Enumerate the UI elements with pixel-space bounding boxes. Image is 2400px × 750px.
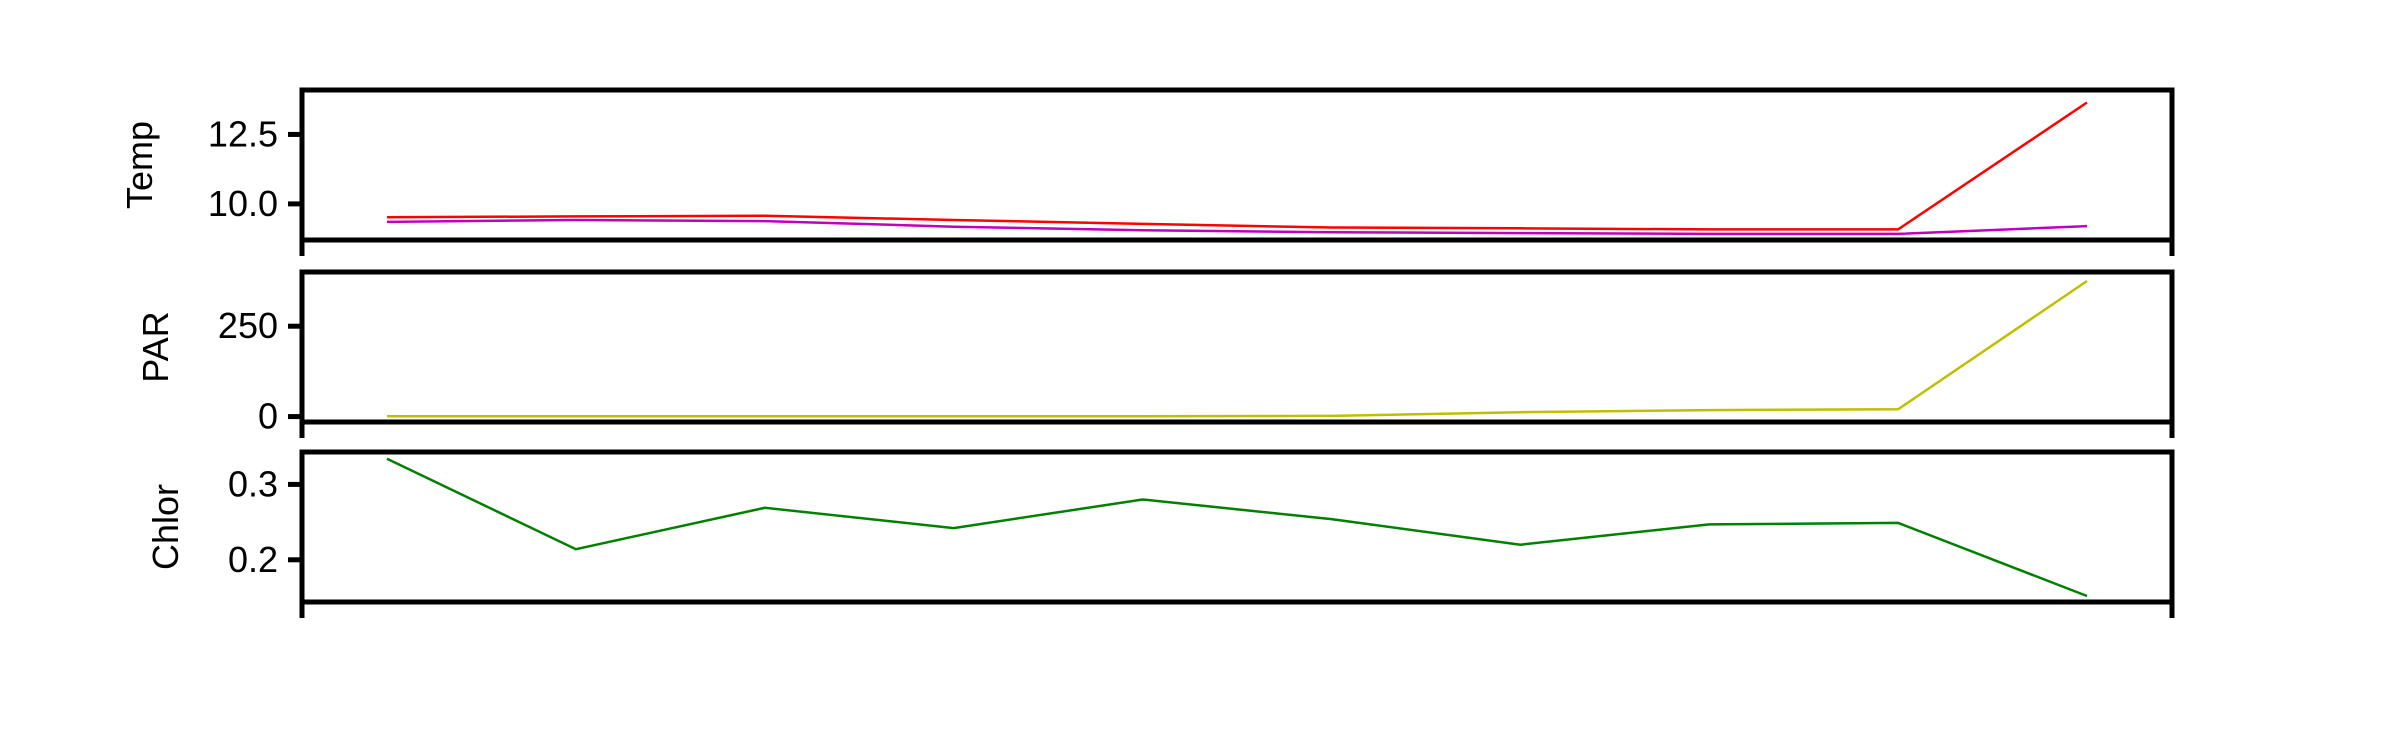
y-tick-label: 0.3 — [228, 463, 278, 504]
series-line — [386, 218, 2088, 236]
series-line — [387, 279, 2088, 418]
panel-frame — [299, 87, 2175, 243]
series-line — [386, 457, 2088, 598]
y-tick-label: 250 — [218, 305, 278, 346]
series-line — [386, 101, 2088, 231]
panel-frame — [299, 269, 2175, 425]
y-tick-label: 10.0 — [208, 183, 278, 224]
y-axis-label: Temp — [119, 121, 160, 209]
y-tick-label: 0.2 — [228, 539, 278, 580]
y-tick-label: 12.5 — [208, 113, 278, 154]
y-axis-label: Chlor — [145, 484, 186, 570]
y-axis-label: PAR — [135, 311, 176, 382]
y-tick-label: 0 — [258, 396, 278, 437]
panel-frame — [299, 449, 2175, 605]
